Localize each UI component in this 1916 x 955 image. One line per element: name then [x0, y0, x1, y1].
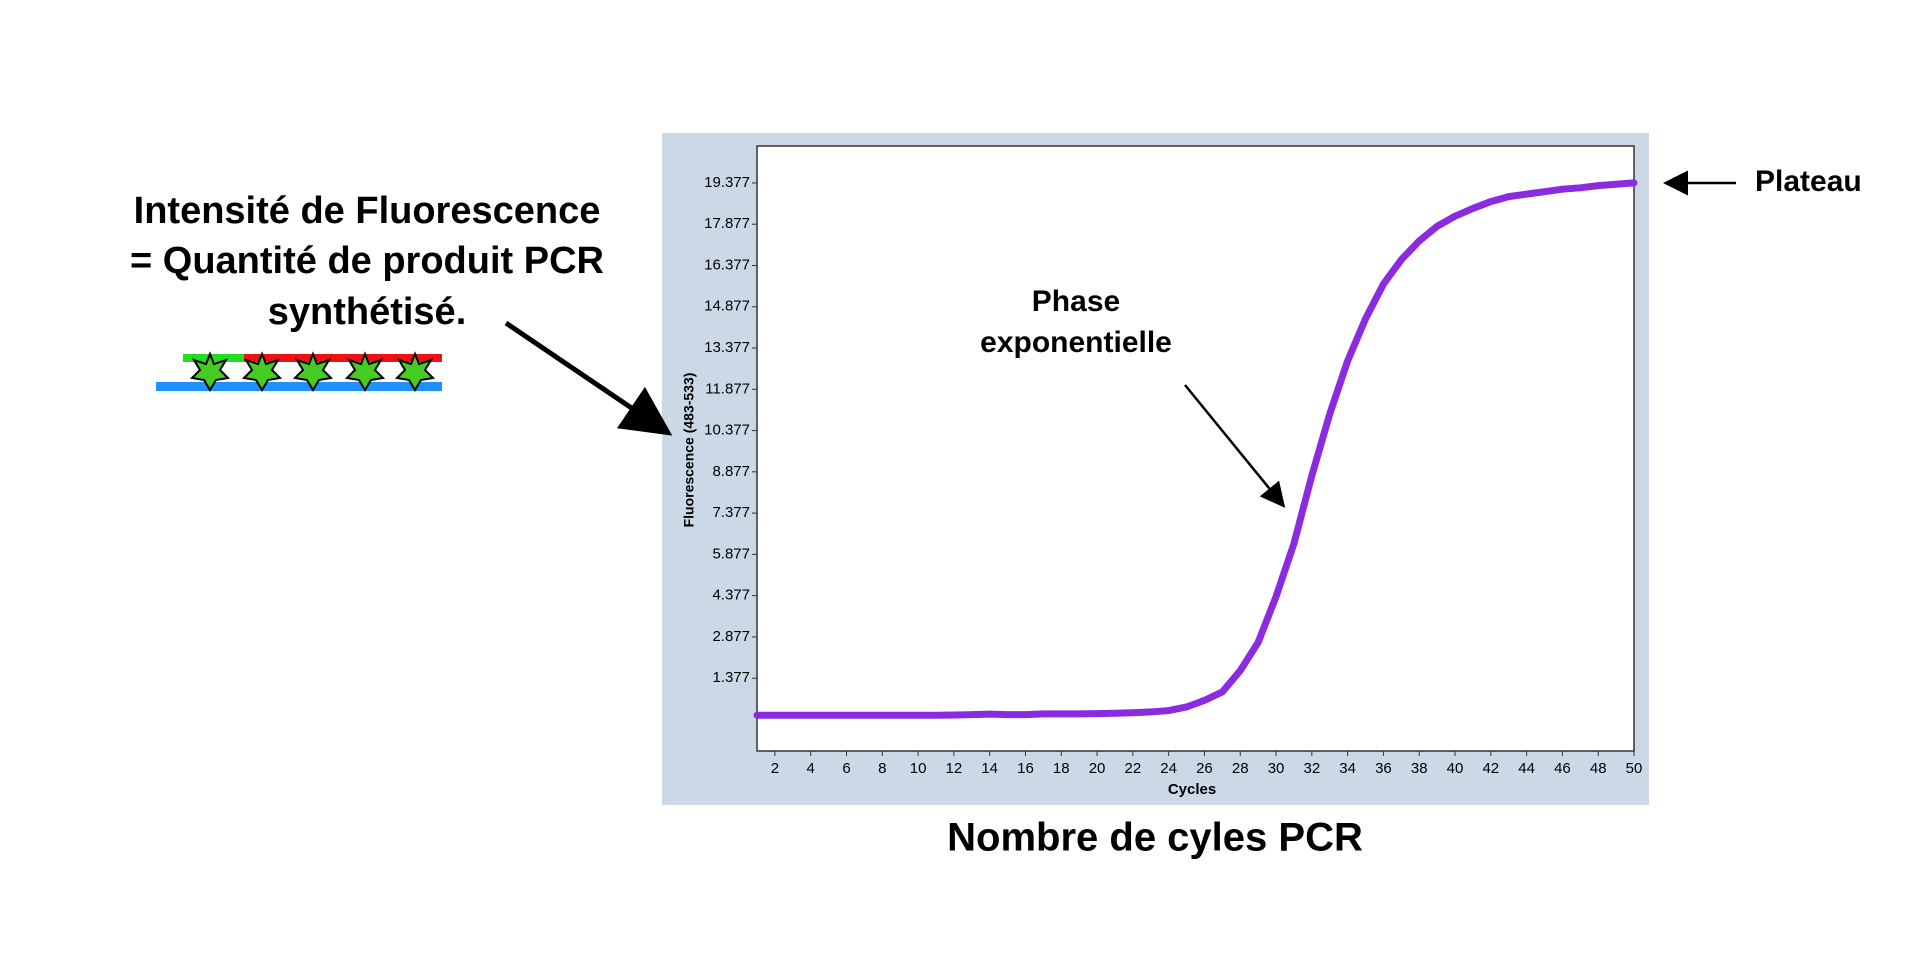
data-line	[753, 179, 1638, 719]
x-tick-label: 24	[1160, 760, 1177, 777]
x-tick-label: 30	[1268, 760, 1285, 777]
y-tick-label: 2.877	[712, 628, 750, 645]
y-tick-label: 5.877	[712, 545, 750, 562]
x-tick-label: 22	[1125, 760, 1142, 777]
x-tick-label: 4	[807, 760, 815, 777]
x-tick-label: 50	[1626, 760, 1643, 777]
x-tick-label: 14	[981, 760, 998, 777]
x-tick-label: 12	[946, 760, 963, 777]
x-tick-label: 48	[1590, 760, 1607, 777]
x-tick-label: 34	[1339, 760, 1356, 777]
x-tick-label: 18	[1053, 760, 1070, 777]
x-tick-label: 36	[1375, 760, 1392, 777]
caption: Nombre de cyles PCR	[947, 816, 1363, 860]
y-tick-label: 8.877	[712, 463, 750, 480]
y-tick-label: 19.377	[704, 174, 750, 191]
y-tick-label: 17.877	[704, 215, 750, 232]
x-tick-label: 46	[1554, 760, 1571, 777]
y-axis-label: Fluorescence (483-533)	[681, 373, 697, 528]
arrow	[504, 320, 673, 436]
annotation: Plateau	[1755, 165, 1862, 198]
y-tick-label: 4.377	[712, 587, 750, 604]
y-tick-label: 13.377	[704, 339, 750, 356]
heading-line: synthétisé.	[268, 291, 467, 333]
x-tick-label: 32	[1303, 760, 1320, 777]
x-tick-label: 42	[1482, 760, 1499, 777]
heading-line: Intensité de Fluorescence	[134, 190, 601, 232]
x-tick-label: 6	[842, 760, 850, 777]
x-tick-label: 38	[1411, 760, 1428, 777]
annotation: Phase	[1032, 285, 1120, 318]
x-tick-label: 20	[1089, 760, 1106, 777]
x-tick-label: 10	[910, 760, 927, 777]
y-tick-label: 16.377	[704, 256, 750, 273]
x-tick-label: 26	[1196, 760, 1213, 777]
x-tick-label: 28	[1232, 760, 1249, 777]
x-tick-label: 2	[771, 760, 779, 777]
heading-line: = Quantité de produit PCR	[130, 240, 604, 282]
y-tick-label: 11.877	[705, 380, 750, 397]
y-tick-label: 7.377	[712, 504, 750, 521]
x-tick-label: 44	[1518, 760, 1535, 777]
annotation: exponentielle	[980, 326, 1172, 359]
y-tick-label: 14.877	[704, 298, 750, 315]
x-tick-label: 40	[1447, 760, 1464, 777]
x-axis-label: Cycles	[1168, 781, 1216, 798]
y-tick-label: 10.377	[704, 422, 750, 439]
x-tick-label: 8	[878, 760, 886, 777]
y-tick-label: 1.377	[712, 669, 750, 686]
plot-area	[756, 145, 1635, 752]
arrow	[1184, 384, 1286, 508]
x-tick-label: 16	[1017, 760, 1034, 777]
dna-icon	[156, 351, 442, 392]
